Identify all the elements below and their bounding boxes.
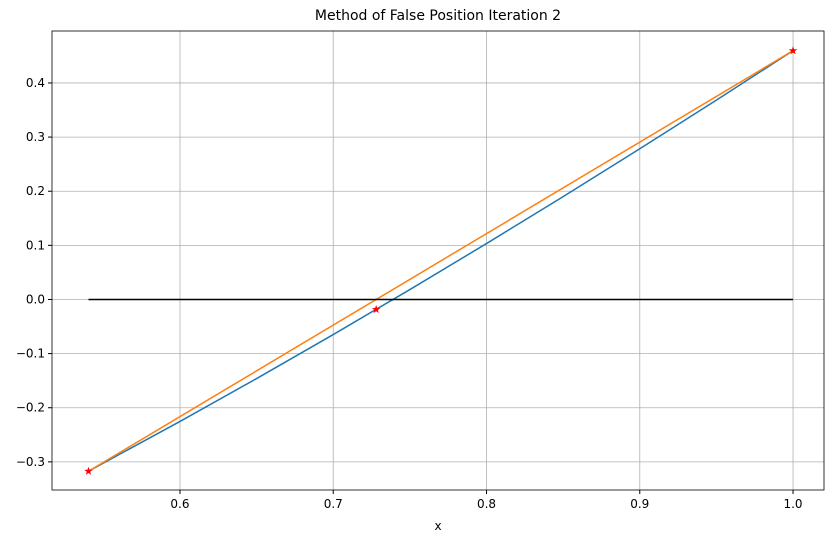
star-marker [84, 466, 93, 475]
star-marker [371, 304, 381, 314]
star-marker [788, 46, 798, 55]
y-tick-label: −0.3 [16, 455, 45, 469]
x-tick-label: 0.9 [630, 497, 649, 511]
y-tick-label: 0.1 [26, 238, 45, 252]
y-tick-label: 0.0 [26, 292, 45, 306]
chart-title: Method of False Position Iteration 2 [315, 8, 561, 24]
y-tick-label: −0.2 [16, 401, 45, 415]
x-tick-label: 0.6 [170, 497, 189, 511]
x-axis-label: x [434, 519, 441, 533]
x-tick-label: 0.8 [477, 497, 496, 511]
axes-frame [51, 30, 825, 491]
y-tick-label: 0.3 [26, 130, 45, 144]
x-tick-label: 1.0 [783, 497, 802, 511]
y-tick-label: 0.4 [26, 76, 45, 90]
series-line [88, 50, 794, 472]
y-tick-label: 0.2 [26, 184, 45, 198]
y-tick-label: −0.1 [16, 347, 45, 361]
series-line [88, 50, 794, 472]
x-tick-label: 0.7 [324, 497, 343, 511]
